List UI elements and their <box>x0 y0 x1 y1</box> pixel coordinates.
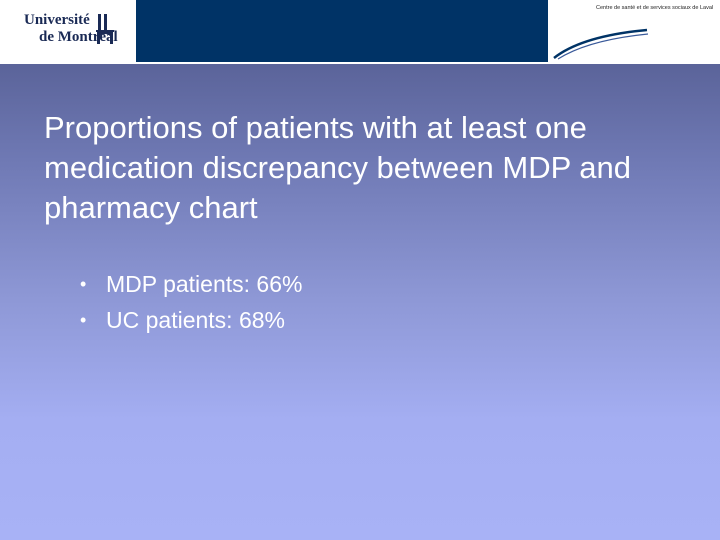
header-bar: Université de Montréal Centre de santé e… <box>0 0 720 64</box>
csss-logo-text: Centre de santé et de services sociaux d… <box>596 5 714 11</box>
udem-logo-line1: Université <box>24 12 90 28</box>
bullet-text: MDP patients: 66% <box>106 271 303 297</box>
bullet-text: UC patients: 68% <box>106 307 285 333</box>
slide-title: Proportions of patients with at least on… <box>44 110 632 225</box>
universite-de-montreal-logo: Université de Montréal <box>24 12 124 54</box>
bullet-list: • MDP patients: 66% • UC patients: 68% <box>80 266 302 338</box>
bullet-item-uc: • UC patients: 68% <box>80 302 302 338</box>
bullet-dot-icon: • <box>80 310 87 330</box>
bullet-item-mdp: • MDP patients: 66% <box>80 266 302 302</box>
bullet-dot-icon: • <box>80 274 87 294</box>
csss-swoosh-icon <box>553 28 649 60</box>
udem-emblem-icon <box>96 14 114 44</box>
csss-laval-logo: Centre de santé et de services sociaux d… <box>552 0 720 62</box>
header-navy-band <box>136 0 548 62</box>
